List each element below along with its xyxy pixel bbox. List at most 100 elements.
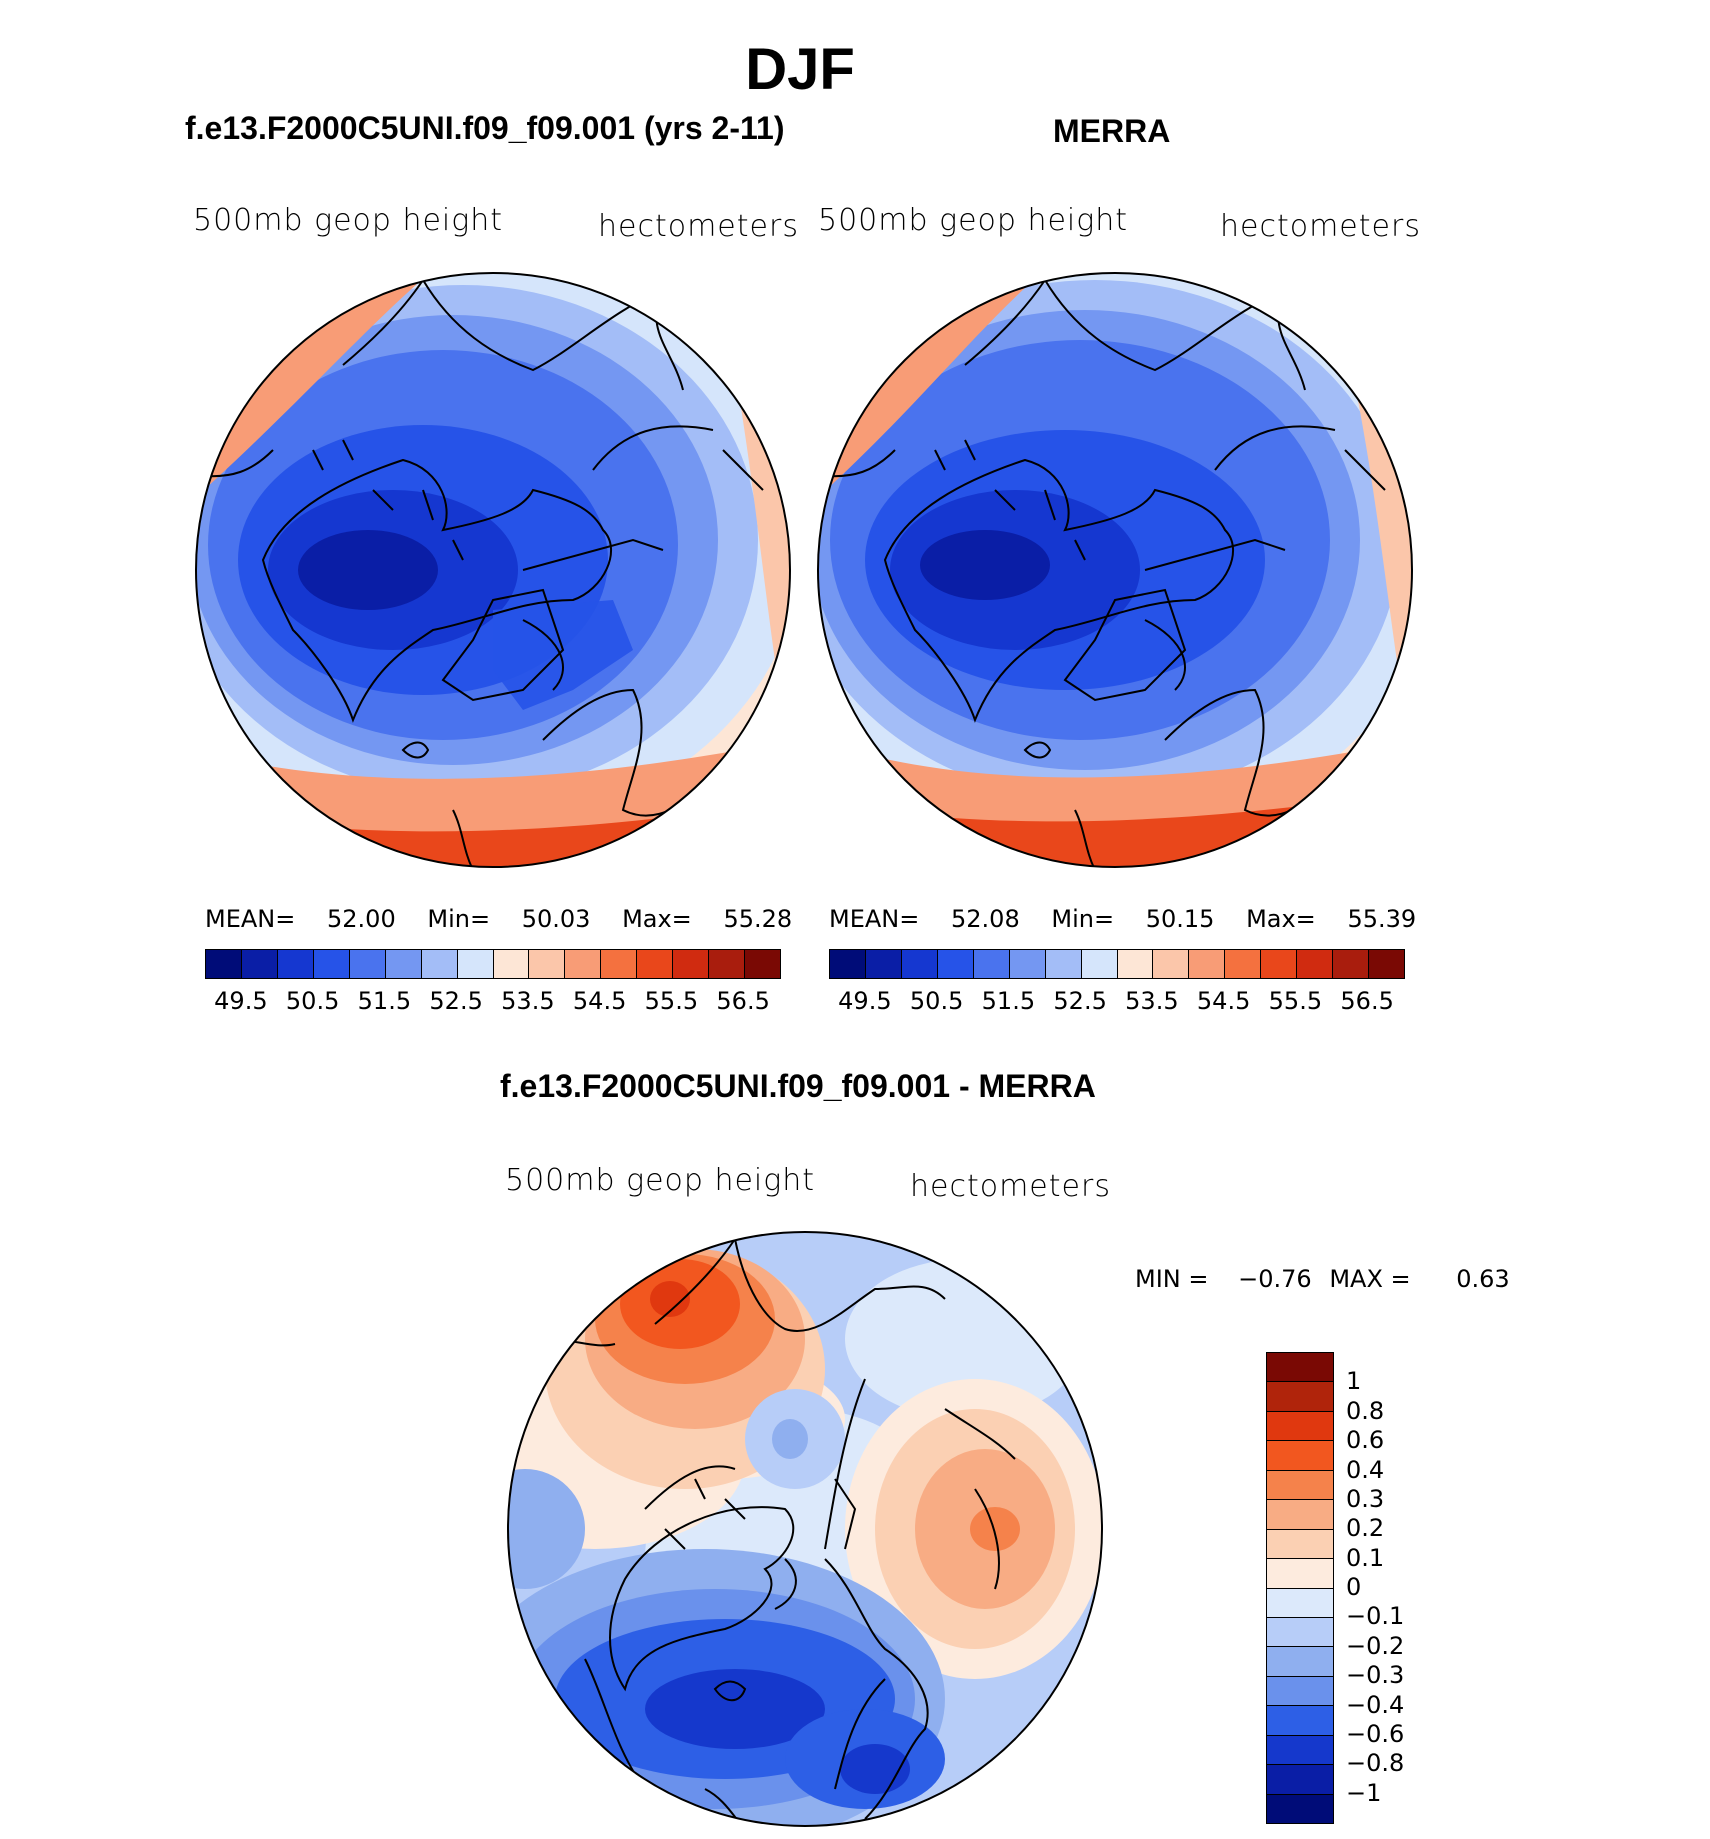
panel-model-title: f.e13.F2000C5UNI.f09_f09.001 (yrs 2-11) — [185, 110, 785, 146]
colorbar-tick-label: −0.3 — [1346, 1661, 1405, 1690]
colorbar-tick-label: −0.1 — [1346, 1602, 1405, 1631]
colorbar-tick-label: −1 — [1346, 1778, 1382, 1807]
colorbar-tick-label: −0.6 — [1346, 1719, 1405, 1748]
colorbar-swatch — [637, 950, 674, 978]
merra-min-label: Min= — [1051, 905, 1115, 933]
merra-mean-value: 52.08 — [951, 905, 1020, 933]
merra-min-value: 50.15 — [1145, 905, 1215, 933]
polar-map-merra — [817, 272, 1413, 868]
colorbar-swatch — [1267, 1617, 1333, 1648]
colorbar-tick-label: 0.1 — [1346, 1543, 1385, 1572]
colorbar-swatch — [277, 950, 314, 978]
colorbar-tick-label: 52.5 — [1053, 987, 1107, 1015]
colorbar-swatch — [1009, 950, 1046, 978]
colorbar-swatch — [1225, 950, 1262, 978]
colorbar-swatch — [1267, 1500, 1333, 1530]
colorbar-swatch — [529, 950, 566, 978]
colorbar-swatch — [830, 950, 866, 978]
colorbar-tick-label: 55.5 — [644, 987, 699, 1015]
panel-model-units-label: hectometers — [598, 209, 799, 244]
diff-max-label: MAX = — [1329, 1265, 1411, 1293]
colorbar-swatch — [901, 950, 938, 978]
polar-map-model — [195, 272, 791, 868]
colorbar-tick-label: 56.5 — [1340, 987, 1394, 1015]
diff-min-label: MIN = — [1135, 1265, 1209, 1293]
panel-merra-variable-label: 500mb geop height — [818, 203, 1129, 238]
model-max-value: 55.28 — [723, 905, 793, 933]
colorbar-tick-label: 51.5 — [981, 987, 1036, 1015]
colorbar-swatch — [1261, 950, 1298, 978]
colorbar-swatch — [313, 950, 350, 978]
colorbar-swatch — [1267, 1735, 1333, 1766]
colorbar-swatch — [1369, 950, 1404, 978]
colorbar-swatch — [745, 950, 780, 978]
colorbar-swatch — [1267, 1441, 1333, 1471]
colorbar-swatch — [493, 950, 530, 978]
model-mean-value: 52.00 — [327, 905, 396, 933]
colorbar-tick-label: 0.4 — [1346, 1455, 1385, 1484]
colorbar-tick-label: 52.5 — [429, 987, 483, 1015]
panel-merra-units-label: hectometers — [1220, 209, 1421, 244]
colorbar-swatch — [709, 950, 746, 978]
colorbar-tick-label: 54.5 — [572, 987, 627, 1015]
diff-max-value: 0.63 — [1456, 1265, 1510, 1293]
colorbar-swatch — [457, 950, 494, 978]
colorbar-swatch — [206, 950, 242, 978]
colorbar-tick-label: 0.8 — [1346, 1396, 1385, 1425]
merra-max-value: 55.39 — [1347, 905, 1417, 933]
colorbar-swatch — [1267, 1382, 1333, 1412]
merra-mean-label: MEAN= — [829, 905, 920, 933]
colorbar-swatch — [241, 950, 278, 978]
colorbar-difference — [1266, 1352, 1334, 1824]
colorbar-tick-label: 49.5 — [214, 987, 268, 1015]
diff-min-value: −0.76 — [1238, 1265, 1312, 1293]
colorbar-tick-label: 50.5 — [909, 987, 964, 1015]
colorbar-tick-label: 54.5 — [1196, 987, 1251, 1015]
polar-map-difference — [507, 1231, 1103, 1827]
colorbar-swatch — [1267, 1588, 1333, 1618]
colorbar-swatch — [1267, 1676, 1333, 1707]
colorbar-swatch — [1189, 950, 1226, 978]
colorbar-tick-label: 0.6 — [1346, 1426, 1385, 1455]
colorbar-tick-label: 53.5 — [501, 987, 555, 1015]
model-max-label: Max= — [622, 905, 692, 933]
colorbar-swatch — [1267, 1470, 1333, 1501]
colorbar-swatch — [421, 950, 458, 978]
colorbar-swatch — [937, 950, 974, 978]
merra-max-label: Max= — [1246, 905, 1316, 933]
colorbar-swatch — [1267, 1353, 1333, 1383]
colorbar-tick-label: 56.5 — [716, 987, 770, 1015]
colorbar-tick-label: 0 — [1346, 1573, 1362, 1601]
colorbar-model-ticks: 49.5 50.5 51.5 52.5 53.5 54.5 55.5 56.5 — [205, 987, 779, 1017]
diff-title: f.e13.F2000C5UNI.f09_f09.001 - MERRA — [500, 1068, 1096, 1104]
colorbar-swatch — [1333, 950, 1370, 978]
colorbar-swatch — [1267, 1706, 1333, 1736]
colorbar-swatch — [1267, 1794, 1333, 1823]
model-min-label: Min= — [427, 905, 491, 933]
colorbar-tick-label: 0.3 — [1346, 1484, 1385, 1513]
figure-title: DJF — [745, 37, 855, 102]
colorbar-swatch — [1045, 950, 1082, 978]
colorbar-swatch — [865, 950, 902, 978]
colorbar-swatch — [1117, 950, 1154, 978]
colorbar-tick-label: 53.5 — [1125, 987, 1179, 1015]
colorbar-tick-label: 50.5 — [285, 987, 340, 1015]
colorbar-swatch — [1081, 950, 1118, 978]
colorbar-swatch — [1297, 950, 1334, 978]
colorbar-difference-ticks: 1 0.8 0.6 0.4 0.3 0.2 0.1 0 −0.1 −0.2 −0.3 −0.4 −0.6… — [1346, 1352, 1466, 1822]
colorbar-swatch — [1267, 1529, 1333, 1560]
diff-variable-label: 500mb geop height — [505, 1163, 816, 1198]
colorbar-merra-ticks: 49.5 50.5 51.5 52.5 53.5 54.5 55.5 56.5 — [829, 987, 1403, 1017]
colorbar-swatch — [1267, 1411, 1333, 1442]
panel-merra-title: MERRA — [1053, 113, 1171, 149]
colorbar-swatch — [973, 950, 1010, 978]
colorbar-tick-label: −0.2 — [1346, 1631, 1405, 1660]
colorbar-merra — [829, 949, 1405, 979]
colorbar-swatch — [565, 950, 602, 978]
colorbar-swatch — [1267, 1647, 1333, 1677]
colorbar-swatch — [673, 950, 710, 978]
panel-model-variable-label: 500mb geop height — [193, 203, 504, 238]
model-mean-label: MEAN= — [205, 905, 296, 933]
colorbar-tick-label: 55.5 — [1268, 987, 1323, 1015]
colorbar-swatch — [1267, 1559, 1333, 1589]
